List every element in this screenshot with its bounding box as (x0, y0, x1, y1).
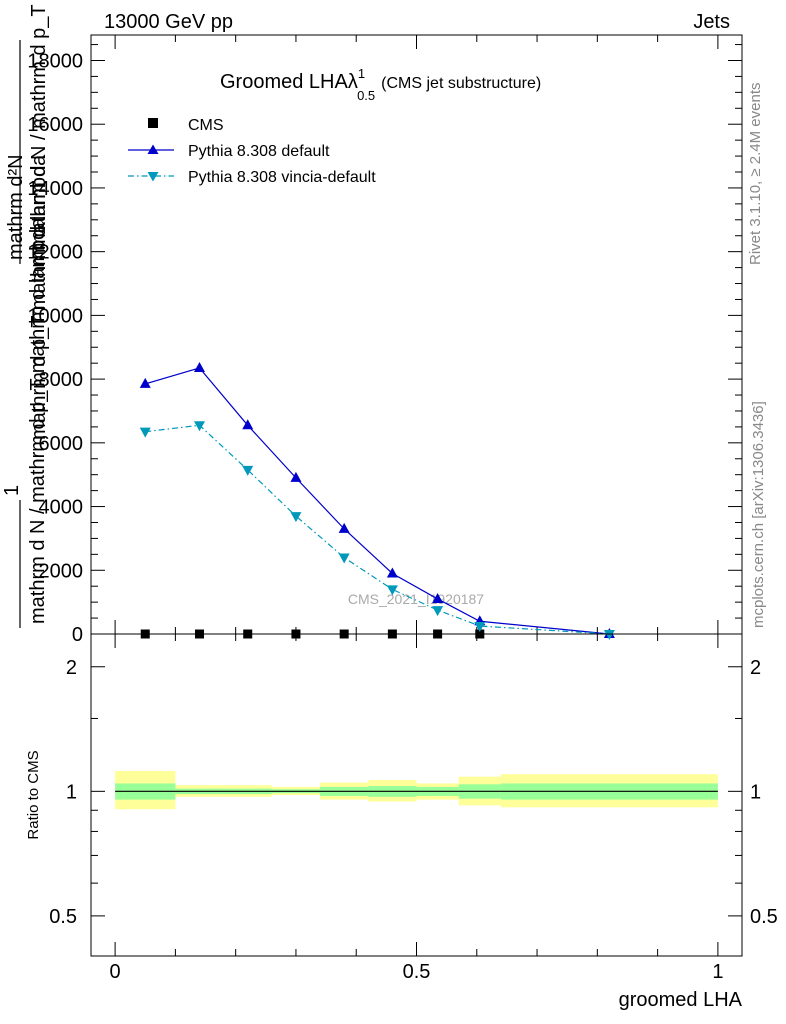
analysis-watermark: CMS_2021_I1920187 (348, 591, 484, 607)
pythia-default-point (432, 592, 444, 603)
ratio-frame (90, 633, 743, 957)
pythia-vincia-point (139, 427, 151, 438)
ratio-ylabel: Ratio to CMS (25, 750, 42, 839)
main-y-tick-label: 10000 (27, 305, 83, 327)
ratio-y-tick-label-right: 0.5 (750, 906, 778, 928)
ratio-y-tick-label-right: 1 (750, 781, 761, 803)
mcplots-label: mcplots.cern.ch [arXiv:1306.3436] (750, 401, 767, 628)
main-ylabel-num: mathrm d²N (5, 154, 27, 260)
pythia-vincia-point (432, 606, 444, 617)
pythia-default-point (386, 567, 398, 578)
main-y-ticks: 0 2000 4000 6000 8000 10000 12000 14000 16000 180… (27, 44, 742, 646)
main-y-tick-label: 2000 (39, 560, 84, 582)
main-series (139, 361, 615, 640)
header-right: Jets (693, 11, 730, 33)
ratio-y-tick-label: 2 (66, 657, 77, 679)
main-y-tick-label: 0 (72, 624, 83, 646)
legend: CMS Pythia 8.308 default Pythia 8.308 vi… (128, 117, 376, 186)
main-title-text: Groomed LHAλ (220, 71, 358, 93)
pythia-vincia-point (603, 630, 615, 640)
ratio-x-tick-label: 1 (712, 961, 723, 983)
main-y-tick-label: 6000 (39, 433, 84, 455)
main-y-tick-label: 8000 (39, 369, 84, 391)
legend-default-marker (147, 144, 159, 154)
pythia-default-point (139, 377, 151, 388)
pythia-vincia-point (338, 553, 350, 564)
legend-cms-marker (148, 118, 158, 128)
main-title-sub: 0.5 (357, 88, 375, 103)
main-y-tick-label: 18000 (27, 50, 83, 72)
ratio-bands (115, 770, 718, 810)
ratio-ticks: 0 0.5 1 0.5 0.5 1 1 2 2 (49, 634, 778, 983)
legend-vincia-label: Pythia 8.308 vincia-default (188, 169, 376, 186)
ratio-plot-panel: 0 0.5 1 0.5 0.5 1 1 2 2 Ratio to CMS groomed LHA (25, 633, 778, 1011)
legend-default-label: Pythia 8.308 default (188, 143, 330, 160)
pythia-vincia-point (290, 512, 302, 523)
main-title-sup: 1 (358, 66, 365, 81)
main-plot-panel: 0 2000 4000 6000 8000 10000 12000 14000 16000 180… (1, 4, 743, 646)
pythia-vincia-point (386, 585, 398, 596)
pythia-vincia-point (242, 465, 254, 476)
pythia-default-point (338, 522, 350, 533)
pythia-vincia-point (194, 421, 205, 432)
main-ylabel: mathrm d N / mathrm d p_T mathrm d lambd… (27, 217, 49, 624)
header-left: 13000 GeV pp (104, 11, 233, 33)
legend-cms-label: CMS (188, 117, 224, 134)
main-ylabel-extra: mathrm d N / mathrm d p_T (28, 4, 50, 250)
ratio-y-tick-label-right: 2 (750, 657, 761, 679)
main-title: Groomed LHAλ1 0.5 (CMS jet substructure) (220, 66, 541, 103)
pythia-default-point (242, 419, 254, 430)
pythia-default-point (290, 471, 302, 482)
pythia-default-point (194, 361, 205, 372)
series-line-2 (145, 424, 610, 635)
main-y-tick-label: 4000 (39, 497, 84, 519)
main-title-suffix: (CMS jet substructure) (381, 75, 541, 92)
main-y-tick-label: 14000 (27, 178, 83, 200)
legend-vincia-marker (147, 172, 159, 182)
main-ylabel-den: mathrm d p_T mathrm d lambda (28, 154, 50, 440)
rivet-label: Rivet 3.1.10, ≥ 2.4M events (747, 83, 764, 266)
main-y-tick-label: 16000 (27, 114, 83, 136)
main-y-tick-label: 12000 (27, 242, 83, 264)
main-ylabel-one: 1 (1, 485, 23, 496)
ratio-x-tick-label: 0 (110, 961, 121, 983)
ratio-y-tick-label: 1 (66, 781, 77, 803)
ratio-x-tick-label: 0.5 (403, 961, 431, 983)
ratio-y-tick-label: 0.5 (49, 906, 77, 928)
pythia-vincia-point (474, 622, 486, 633)
ratio-xlabel: groomed LHA (619, 989, 743, 1011)
main-y-axis-labels: mathrm d N / mathrm d p_T mathrm d lambd… (1, 4, 50, 628)
